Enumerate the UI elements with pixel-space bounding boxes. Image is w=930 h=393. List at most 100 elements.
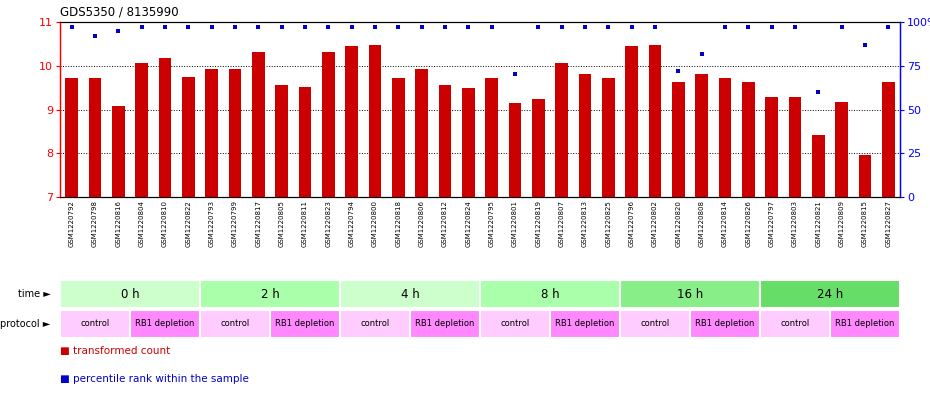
Bar	[299, 87, 312, 197]
Point	[251, 24, 266, 30]
Bar	[416, 69, 428, 197]
Point	[228, 24, 243, 30]
Text: GSM1220805: GSM1220805	[279, 200, 285, 247]
Text: GSM1220818: GSM1220818	[395, 200, 402, 247]
Bar	[578, 73, 591, 197]
Bar	[671, 83, 684, 197]
Point	[461, 24, 476, 30]
Point	[857, 42, 872, 48]
Text: GSM1220796: GSM1220796	[629, 200, 634, 247]
Bar	[480, 310, 550, 338]
Point	[881, 24, 896, 30]
Bar	[182, 77, 194, 197]
Text: control: control	[641, 320, 670, 329]
Bar	[882, 83, 895, 197]
Text: GSM1220804: GSM1220804	[139, 200, 145, 247]
Text: protocol ►: protocol ►	[0, 319, 51, 329]
Point	[367, 24, 382, 30]
Point	[485, 24, 499, 30]
Text: GSM1220813: GSM1220813	[582, 200, 588, 247]
Point	[274, 24, 289, 30]
Bar	[602, 78, 615, 197]
Text: GSM1220794: GSM1220794	[349, 200, 354, 247]
Point	[414, 24, 429, 30]
Point	[647, 24, 662, 30]
Bar	[625, 46, 638, 197]
Text: GSM1220801: GSM1220801	[512, 200, 518, 247]
Bar	[340, 280, 480, 308]
Text: GSM1220802: GSM1220802	[652, 200, 658, 247]
Point	[741, 24, 756, 30]
Text: GSM1220820: GSM1220820	[675, 200, 682, 247]
Text: GSM1220819: GSM1220819	[536, 200, 541, 247]
Text: GSM1220812: GSM1220812	[442, 200, 448, 247]
Text: GSM1220800: GSM1220800	[372, 200, 378, 247]
Text: control: control	[360, 320, 390, 329]
Text: GSM1220807: GSM1220807	[559, 200, 565, 247]
Bar	[200, 280, 340, 308]
Bar	[719, 78, 731, 197]
Bar	[555, 63, 568, 197]
Bar	[229, 69, 242, 197]
Bar	[858, 156, 871, 197]
Bar	[60, 280, 200, 308]
Text: GSM1220808: GSM1220808	[698, 200, 705, 247]
Bar	[789, 97, 802, 197]
Bar	[270, 310, 340, 338]
Text: GSM1220806: GSM1220806	[418, 200, 425, 247]
Point	[87, 33, 102, 39]
Bar	[742, 82, 755, 197]
Text: GSM1220797: GSM1220797	[769, 200, 775, 247]
Text: GSM1220811: GSM1220811	[302, 200, 308, 247]
Bar	[439, 85, 451, 197]
Bar	[532, 99, 545, 197]
Text: RB1 depletion: RB1 depletion	[835, 320, 895, 329]
Text: GSM1220799: GSM1220799	[232, 200, 238, 247]
Text: RB1 depletion: RB1 depletion	[275, 320, 335, 329]
Point	[694, 50, 709, 57]
Text: RB1 depletion: RB1 depletion	[696, 320, 754, 329]
Text: GSM1220792: GSM1220792	[69, 200, 74, 247]
Bar	[812, 135, 825, 197]
Bar	[480, 280, 620, 308]
Text: GSM1220827: GSM1220827	[885, 200, 891, 247]
Bar	[509, 103, 522, 197]
Text: GSM1220809: GSM1220809	[839, 200, 844, 247]
Text: 24 h: 24 h	[817, 288, 844, 301]
Text: 4 h: 4 h	[401, 288, 419, 301]
Point	[834, 24, 849, 30]
Text: GSM1220817: GSM1220817	[256, 200, 261, 247]
Point	[134, 24, 149, 30]
Bar	[410, 310, 480, 338]
Bar	[252, 52, 265, 197]
Text: GDS5350 / 8135990: GDS5350 / 8135990	[60, 5, 179, 18]
Bar	[368, 45, 381, 197]
Bar	[130, 310, 200, 338]
Text: ■ transformed count: ■ transformed count	[60, 346, 170, 356]
Bar	[765, 97, 778, 197]
Text: GSM1220821: GSM1220821	[816, 200, 821, 247]
Text: GSM1220824: GSM1220824	[465, 200, 472, 247]
Bar	[620, 280, 760, 308]
Bar	[322, 52, 335, 197]
Text: 8 h: 8 h	[540, 288, 559, 301]
Text: RB1 depletion: RB1 depletion	[135, 320, 194, 329]
Point	[601, 24, 616, 30]
Point	[811, 89, 826, 95]
Bar	[830, 310, 900, 338]
Bar	[620, 310, 690, 338]
Bar	[340, 310, 410, 338]
Text: GSM1220826: GSM1220826	[745, 200, 751, 247]
Text: 0 h: 0 h	[121, 288, 140, 301]
Point	[157, 24, 172, 30]
Point	[578, 24, 592, 30]
Point	[64, 24, 79, 30]
Bar	[159, 58, 171, 197]
Point	[181, 24, 196, 30]
Bar	[206, 69, 218, 197]
Bar	[696, 73, 708, 197]
Bar	[485, 78, 498, 197]
Point	[764, 24, 779, 30]
Point	[788, 24, 803, 30]
Text: control: control	[780, 320, 810, 329]
